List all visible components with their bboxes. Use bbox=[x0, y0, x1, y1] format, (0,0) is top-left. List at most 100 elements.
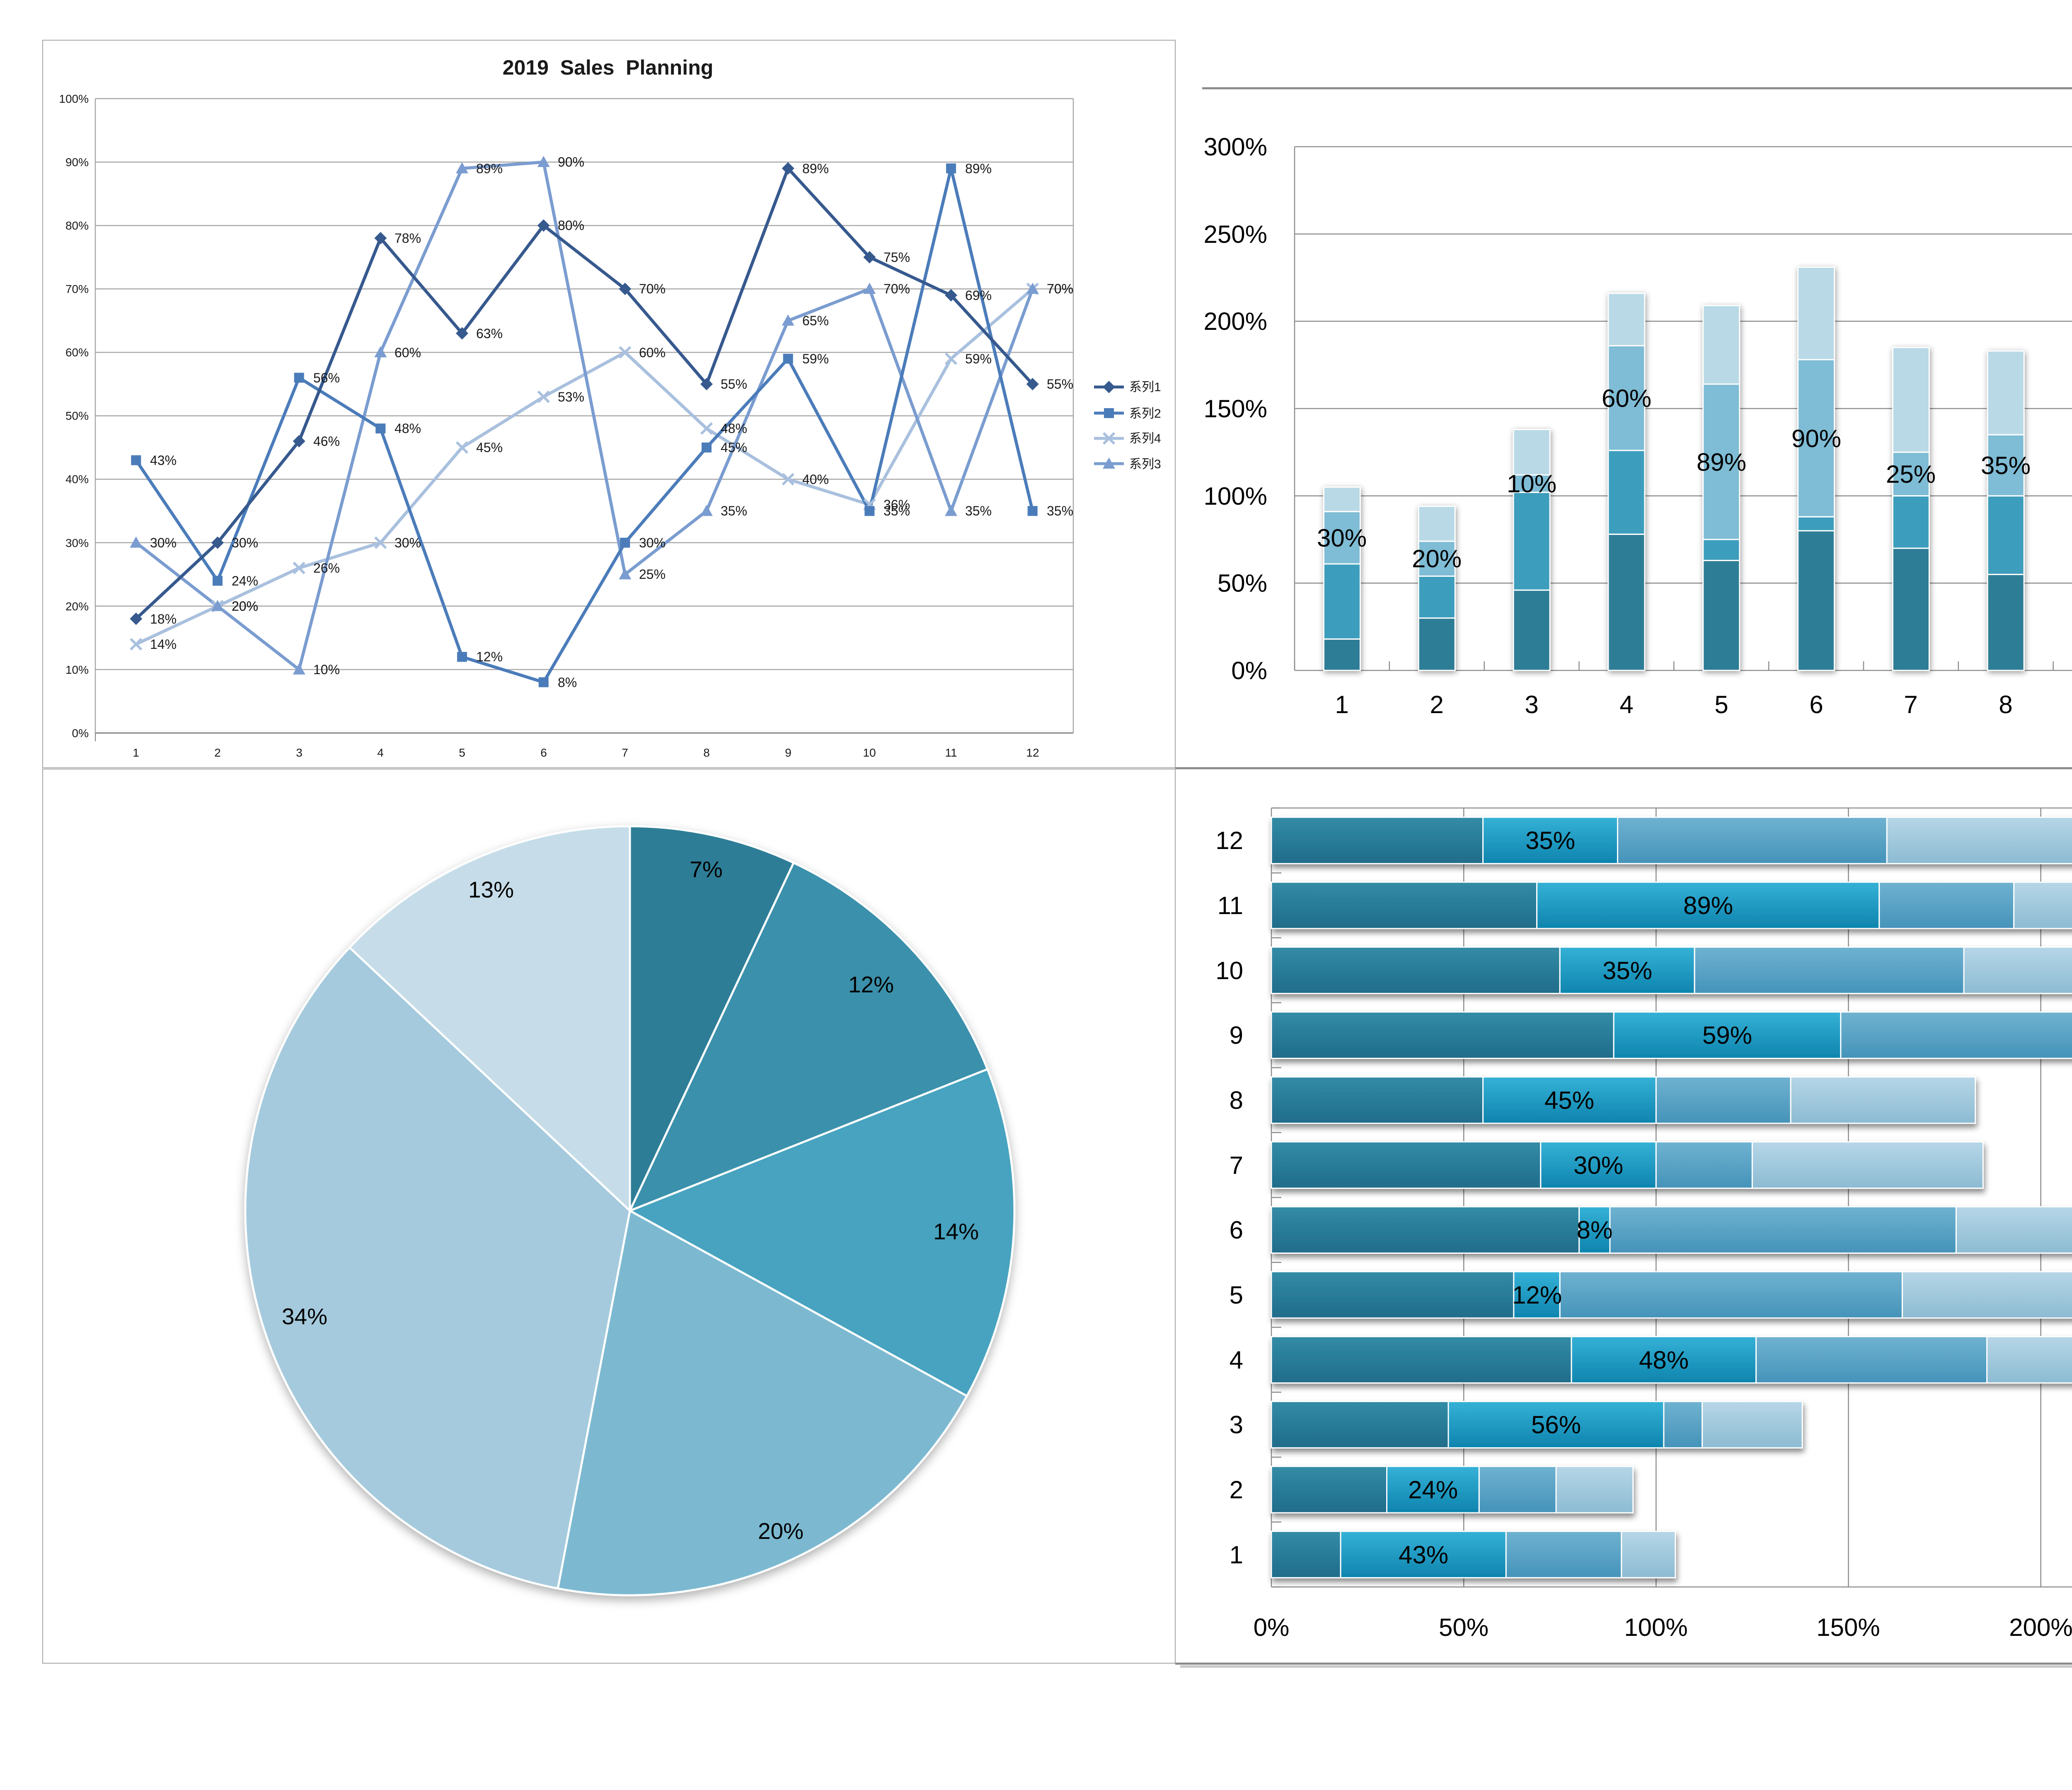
svg-text:55%: 55% bbox=[1047, 377, 1073, 392]
svg-text:11: 11 bbox=[945, 746, 957, 759]
svg-text:0%: 0% bbox=[1231, 657, 1267, 685]
svg-text:30%: 30% bbox=[639, 535, 666, 550]
svg-text:系列3: 系列3 bbox=[1129, 457, 1161, 471]
svg-text:1: 1 bbox=[1230, 1541, 1243, 1569]
svg-text:200%: 200% bbox=[1204, 307, 1267, 335]
svg-text:30%: 30% bbox=[232, 535, 258, 550]
svg-text:40%: 40% bbox=[802, 472, 829, 487]
svg-text:59%: 59% bbox=[802, 351, 829, 366]
svg-text:24%: 24% bbox=[1408, 1476, 1458, 1504]
svg-text:89%: 89% bbox=[802, 161, 829, 176]
svg-text:48%: 48% bbox=[395, 421, 421, 436]
svg-text:1: 1 bbox=[133, 746, 139, 759]
svg-text:6: 6 bbox=[540, 746, 547, 759]
svg-text:40%: 40% bbox=[65, 473, 89, 486]
svg-text:30%: 30% bbox=[150, 535, 177, 550]
svg-text:2: 2 bbox=[1430, 691, 1443, 718]
svg-text:200%: 200% bbox=[2009, 1613, 2072, 1641]
svg-text:系列1: 系列1 bbox=[1129, 380, 1161, 394]
svg-text:13%: 13% bbox=[468, 877, 514, 902]
svg-text:59%: 59% bbox=[965, 351, 992, 366]
svg-text:18%: 18% bbox=[150, 612, 177, 626]
svg-text:150%: 150% bbox=[1204, 395, 1267, 423]
svg-text:46%: 46% bbox=[313, 434, 340, 449]
svg-text:10%: 10% bbox=[1507, 470, 1556, 498]
svg-text:14%: 14% bbox=[150, 637, 177, 652]
svg-text:35%: 35% bbox=[884, 503, 910, 518]
svg-text:20%: 20% bbox=[758, 1518, 804, 1544]
svg-text:8: 8 bbox=[1999, 691, 2012, 718]
svg-text:12: 12 bbox=[1026, 746, 1039, 759]
svg-text:45%: 45% bbox=[1544, 1086, 1594, 1114]
svg-text:60%: 60% bbox=[395, 345, 421, 360]
svg-text:60%: 60% bbox=[1602, 385, 1651, 412]
svg-text:系列2: 系列2 bbox=[1129, 407, 1161, 421]
svg-text:78%: 78% bbox=[395, 231, 421, 246]
svg-text:26%: 26% bbox=[313, 561, 340, 576]
svg-text:8: 8 bbox=[1230, 1086, 1243, 1114]
svg-text:8%: 8% bbox=[1577, 1216, 1613, 1244]
svg-text:20%: 20% bbox=[65, 600, 89, 613]
svg-text:10: 10 bbox=[1215, 957, 1243, 984]
svg-text:11: 11 bbox=[1218, 892, 1243, 919]
svg-text:25%: 25% bbox=[639, 567, 666, 582]
svg-text:36%: 36% bbox=[884, 497, 910, 512]
svg-text:48%: 48% bbox=[721, 421, 747, 436]
svg-text:60%: 60% bbox=[65, 346, 89, 359]
svg-text:5: 5 bbox=[1230, 1281, 1243, 1309]
svg-text:45%: 45% bbox=[476, 440, 503, 455]
svg-text:8: 8 bbox=[703, 746, 710, 759]
svg-text:45%: 45% bbox=[721, 440, 747, 455]
svg-text:20%: 20% bbox=[232, 599, 258, 614]
svg-text:30%: 30% bbox=[1317, 524, 1367, 552]
svg-text:56%: 56% bbox=[313, 370, 340, 385]
svg-text:10: 10 bbox=[863, 746, 876, 759]
svg-text:4: 4 bbox=[1619, 691, 1633, 718]
svg-text:100%: 100% bbox=[59, 92, 89, 105]
svg-text:7: 7 bbox=[622, 746, 628, 759]
svg-text:50%: 50% bbox=[1439, 1613, 1489, 1641]
svg-text:12: 12 bbox=[1215, 827, 1243, 854]
svg-text:89%: 89% bbox=[965, 161, 992, 176]
svg-text:35%: 35% bbox=[721, 503, 747, 518]
svg-text:89%: 89% bbox=[1697, 448, 1746, 476]
svg-text:63%: 63% bbox=[476, 326, 503, 341]
svg-text:4: 4 bbox=[1230, 1346, 1243, 1374]
svg-text:1: 1 bbox=[1335, 691, 1348, 718]
svg-text:2: 2 bbox=[214, 746, 221, 759]
svg-text:12%: 12% bbox=[848, 972, 894, 997]
svg-text:70%: 70% bbox=[884, 281, 910, 296]
svg-text:5: 5 bbox=[1714, 691, 1728, 718]
svg-text:80%: 80% bbox=[65, 219, 89, 232]
svg-text:35%: 35% bbox=[1602, 957, 1652, 984]
svg-text:65%: 65% bbox=[802, 313, 829, 328]
svg-text:43%: 43% bbox=[150, 453, 177, 468]
svg-text:300%: 300% bbox=[1204, 133, 1267, 161]
svg-text:35%: 35% bbox=[1525, 827, 1575, 854]
svg-text:70%: 70% bbox=[639, 281, 666, 296]
svg-text:6: 6 bbox=[1809, 691, 1823, 718]
svg-text:50%: 50% bbox=[1218, 569, 1267, 597]
svg-text:250%: 250% bbox=[1204, 220, 1267, 248]
svg-text:7%: 7% bbox=[690, 856, 723, 882]
svg-text:80%: 80% bbox=[558, 218, 584, 233]
svg-text:2: 2 bbox=[1230, 1476, 1243, 1504]
svg-text:12%: 12% bbox=[1512, 1281, 1562, 1309]
svg-text:70%: 70% bbox=[1047, 281, 1073, 296]
svg-text:6: 6 bbox=[1230, 1216, 1243, 1244]
svg-text:3: 3 bbox=[1525, 691, 1538, 718]
svg-text:50%: 50% bbox=[65, 409, 89, 422]
svg-text:9: 9 bbox=[1230, 1021, 1243, 1049]
svg-text:100%: 100% bbox=[1624, 1613, 1687, 1641]
svg-text:4: 4 bbox=[377, 746, 384, 759]
svg-text:8%: 8% bbox=[558, 675, 577, 690]
svg-text:10%: 10% bbox=[65, 663, 89, 676]
svg-text:30%: 30% bbox=[65, 537, 89, 549]
svg-text:25%: 25% bbox=[1886, 460, 1936, 488]
svg-text:20%: 20% bbox=[1412, 545, 1462, 573]
svg-text:0%: 0% bbox=[1254, 1613, 1290, 1641]
svg-text:100%: 100% bbox=[1204, 482, 1267, 510]
svg-text:3: 3 bbox=[296, 746, 303, 759]
svg-text:150%: 150% bbox=[1816, 1613, 1880, 1641]
svg-text:35%: 35% bbox=[1981, 452, 2031, 479]
